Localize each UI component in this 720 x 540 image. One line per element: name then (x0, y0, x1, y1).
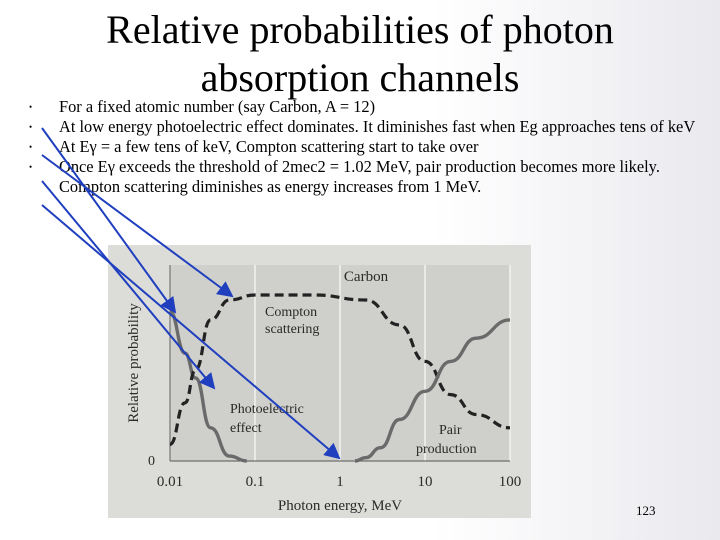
bullet-item: • At Eγ = a few tens of keV, Compton sca… (28, 137, 700, 157)
x-tick-label: 0.1 (246, 474, 265, 490)
title-line-1: Relative probabilities of photon (106, 7, 614, 52)
bullet-dot: • (29, 142, 33, 152)
title-line-2: absorption channels (200, 55, 520, 100)
bullet-item: • Once Eγ exceeds the threshold of 2mec2… (28, 157, 700, 197)
x-tick-label: 1 (336, 474, 344, 490)
slide-title: Relative probabilities of photon absorpt… (60, 6, 660, 102)
pair-label: Pair (439, 423, 462, 438)
y-tick-label: 0 (148, 454, 155, 469)
pair-label: production (416, 442, 477, 457)
cross-section-chart: Carbon Compton scattering Photoelectric effe… (108, 245, 531, 518)
photoelectric-label: Photoelectric (230, 402, 304, 417)
compton-label: Compton (265, 305, 317, 320)
bullet-text: At Eγ = a few tens of keV, Compton scatt… (59, 137, 479, 156)
bullet-item: • For a fixed atomic number (say Carbon,… (28, 97, 700, 117)
bullet-list: • For a fixed atomic number (say Carbon,… (28, 97, 700, 197)
x-tick-label: 100 (499, 474, 522, 490)
compton-scattering-curve (169, 293, 511, 446)
bullet-dot: • (29, 122, 33, 132)
bullet-text: Once Eγ exceeds the threshold of 2mec2 =… (59, 157, 660, 196)
x-tick-label: 0.01 (157, 474, 183, 490)
photoelectric-label: effect (230, 421, 262, 436)
bullet-text: At low energy photoelectric effect domin… (59, 117, 696, 136)
compton-label: scattering (265, 322, 319, 337)
x-tick-label: 10 (418, 474, 433, 490)
chart-image-frame: Carbon Compton scattering Photoelectric effe… (108, 245, 531, 518)
bullet-dot: • (29, 162, 33, 172)
bullet-dot: • (29, 102, 33, 112)
page-number: 123 (636, 503, 656, 518)
chart-title: Carbon (344, 269, 389, 285)
x-axis-label: Photon energy, MeV (278, 498, 402, 514)
bullet-text: For a fixed atomic number (say Carbon, A… (59, 97, 376, 116)
bullet-item: • At low energy photoelectric effect dom… (28, 117, 700, 137)
pair-production-curve (354, 318, 511, 463)
y-axis-label: Relative probability (126, 303, 142, 423)
